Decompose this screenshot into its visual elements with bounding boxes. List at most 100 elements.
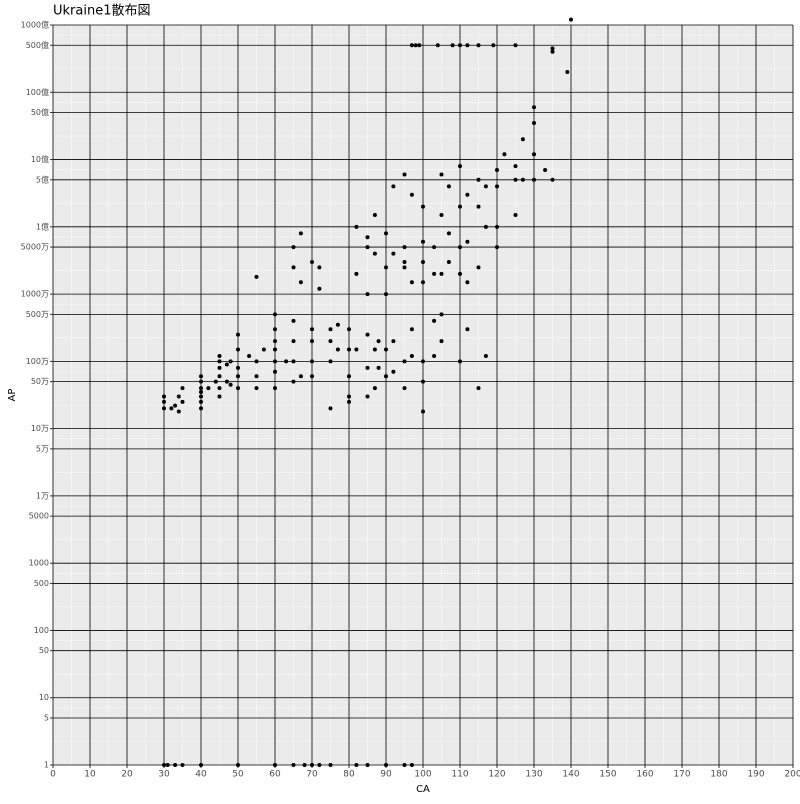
- point: [273, 763, 277, 767]
- point: [458, 43, 462, 48]
- point: [247, 354, 252, 359]
- point: [532, 152, 536, 157]
- point: [236, 374, 240, 379]
- y-tick-label: 500万: [26, 310, 49, 319]
- point: [328, 406, 333, 411]
- point: [365, 332, 370, 337]
- point: [450, 43, 455, 48]
- point: [273, 359, 277, 364]
- x-tick-label: 140: [562, 770, 579, 780]
- point: [532, 105, 536, 110]
- point: [254, 359, 259, 364]
- point: [391, 369, 396, 374]
- point: [458, 359, 462, 364]
- point: [495, 167, 499, 172]
- point: [384, 763, 388, 767]
- point: [199, 374, 203, 379]
- point: [476, 265, 481, 270]
- point: [502, 152, 507, 157]
- point: [354, 224, 359, 229]
- point: [391, 184, 396, 189]
- point: [384, 374, 388, 379]
- point: [162, 394, 166, 399]
- point: [409, 280, 414, 285]
- point: [421, 409, 425, 414]
- point: [384, 265, 388, 270]
- point: [298, 231, 303, 236]
- point: [206, 386, 211, 391]
- point: [347, 399, 351, 404]
- point: [446, 184, 451, 189]
- point: [354, 271, 359, 276]
- point: [372, 251, 377, 256]
- point: [310, 327, 314, 332]
- point: [291, 359, 296, 364]
- point: [199, 763, 203, 767]
- point: [465, 327, 470, 332]
- point: [458, 164, 462, 169]
- x-tick-label: 10: [84, 770, 96, 780]
- point: [291, 265, 296, 270]
- y-tick-label: 100: [34, 626, 49, 635]
- point: [465, 239, 470, 244]
- point: [565, 70, 570, 75]
- point: [173, 403, 178, 408]
- y-axis-title: AP: [7, 389, 18, 402]
- x-tick-label: 120: [488, 770, 505, 780]
- y-tick-label: 5000万: [21, 243, 49, 252]
- x-tick-label: 80: [343, 770, 355, 780]
- point: [476, 177, 481, 182]
- point: [236, 386, 240, 391]
- point: [432, 354, 437, 359]
- point: [228, 359, 233, 364]
- x-tick-label: 150: [599, 770, 616, 780]
- point: [310, 763, 314, 767]
- x-tick-label: 200: [784, 770, 800, 780]
- point: [483, 184, 488, 189]
- point: [458, 204, 462, 209]
- y-tick-label: 1000億: [21, 20, 49, 30]
- point: [402, 386, 407, 391]
- x-tick-label: 110: [451, 770, 468, 780]
- point: [347, 394, 351, 399]
- point: [217, 365, 222, 370]
- point: [236, 347, 240, 352]
- point: [476, 386, 481, 391]
- y-tick-label: 50: [39, 646, 49, 655]
- point: [391, 339, 396, 344]
- point: [328, 327, 333, 332]
- point: [354, 763, 359, 767]
- point: [224, 362, 229, 367]
- point: [273, 312, 277, 317]
- point: [199, 394, 203, 399]
- point: [483, 354, 488, 359]
- point: [298, 280, 303, 285]
- point: [335, 347, 340, 352]
- point: [291, 763, 296, 767]
- x-tick-label: 190: [747, 770, 764, 780]
- y-tick-label: 500: [34, 579, 49, 588]
- point: [228, 382, 233, 387]
- point: [569, 17, 573, 22]
- point: [421, 239, 425, 244]
- point: [391, 251, 396, 256]
- point: [291, 339, 296, 344]
- point: [465, 280, 470, 285]
- point: [199, 386, 203, 391]
- y-tick-label: 1万: [36, 491, 49, 500]
- y-tick-label: 1億: [36, 221, 49, 231]
- point: [402, 265, 407, 270]
- point: [550, 177, 555, 182]
- point: [520, 137, 525, 142]
- point: [217, 354, 222, 359]
- point: [550, 46, 555, 51]
- point: [458, 245, 462, 250]
- point: [365, 365, 370, 370]
- point: [402, 172, 407, 177]
- point: [483, 224, 488, 229]
- point: [284, 359, 289, 364]
- point: [273, 347, 277, 352]
- point: [402, 245, 407, 250]
- point: [169, 406, 174, 411]
